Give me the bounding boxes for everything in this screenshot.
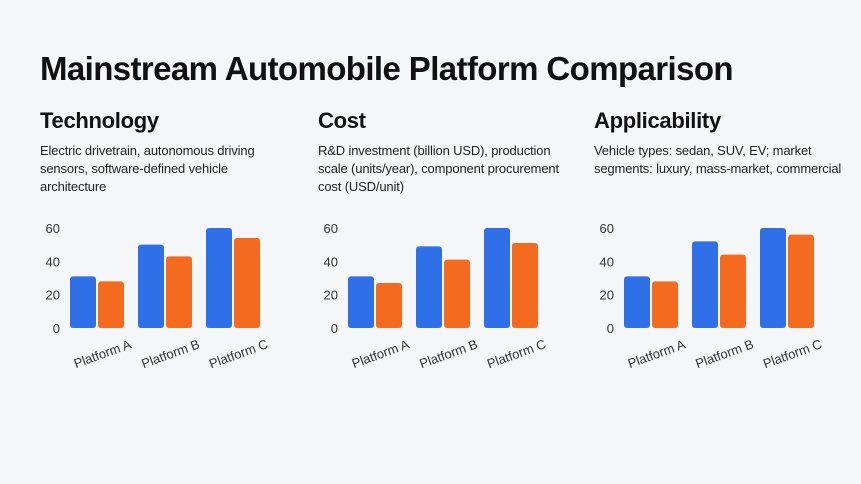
bar-series1 [484, 228, 510, 328]
y-tick-label: 60 [600, 221, 614, 236]
panel-heading: Applicability [594, 108, 721, 133]
y-tick-label: 40 [600, 254, 614, 269]
x-category-label: Platform A [350, 336, 412, 371]
bar-series2 [376, 283, 402, 328]
y-tick-label: 20 [324, 288, 338, 303]
bar-series2 [166, 256, 192, 328]
bar-series2 [788, 234, 814, 328]
x-category-label: Platform B [139, 336, 201, 371]
bar-series1 [624, 276, 650, 328]
x-category-label: Platform B [417, 336, 479, 371]
x-category-label: Platform C [761, 336, 824, 371]
x-category-label: Platform C [207, 336, 270, 371]
panel-description: R&D investment (billion USD), production… [318, 143, 559, 194]
cost-panel: Cost R&D investment (billion USD), produ… [318, 108, 580, 371]
panel-description: Vehicle types: sedan, SUV, EV; market se… [594, 143, 842, 176]
panel-description: Electric drivetrain, autonomous driving … [40, 143, 255, 194]
x-category-label: Platform A [626, 336, 688, 371]
bar-series1 [760, 228, 786, 328]
bar-series1 [348, 276, 374, 328]
page-title: Mainstream Automobile Platform Compariso… [40, 50, 734, 87]
bar-series1 [416, 246, 442, 328]
bar-series2 [720, 254, 746, 328]
y-tick-label: 20 [46, 288, 60, 303]
y-tick-label: 0 [331, 321, 338, 336]
y-tick-label: 20 [600, 288, 614, 303]
y-tick-label: 40 [46, 254, 60, 269]
bar-series1 [206, 228, 232, 328]
bar-series1 [692, 241, 718, 328]
panel-heading: Cost [318, 108, 366, 133]
y-tick-label: 0 [607, 321, 614, 336]
applicability-bar-chart: 0 20 40 60 Platform A Platform B Platform C [600, 221, 824, 371]
x-category-label: Platform A [72, 336, 134, 371]
bar-series2 [444, 259, 470, 328]
y-tick-label: 60 [324, 221, 338, 236]
cost-bar-chart: 0 20 40 60 Platform A Platform B Platform C [324, 221, 548, 371]
y-tick-label: 40 [324, 254, 338, 269]
bar-series1 [70, 276, 96, 328]
applicability-panel: Applicability Vehicle types: sedan, SUV,… [594, 108, 856, 371]
technology-panel: Technology Electric drivetrain, autonomo… [40, 108, 302, 371]
x-category-label: Platform B [693, 336, 755, 371]
technology-bar-chart: 0 20 40 60 Platform A Platform B Platform C [46, 221, 270, 371]
y-tick-label: 60 [46, 221, 60, 236]
bar-series2 [234, 238, 260, 328]
x-category-label: Platform C [485, 336, 548, 371]
bar-series2 [512, 243, 538, 328]
panel-heading: Technology [40, 108, 159, 133]
y-tick-label: 0 [53, 321, 60, 336]
bar-series2 [98, 281, 124, 328]
bar-series1 [138, 244, 164, 328]
bar-series2 [652, 281, 678, 328]
